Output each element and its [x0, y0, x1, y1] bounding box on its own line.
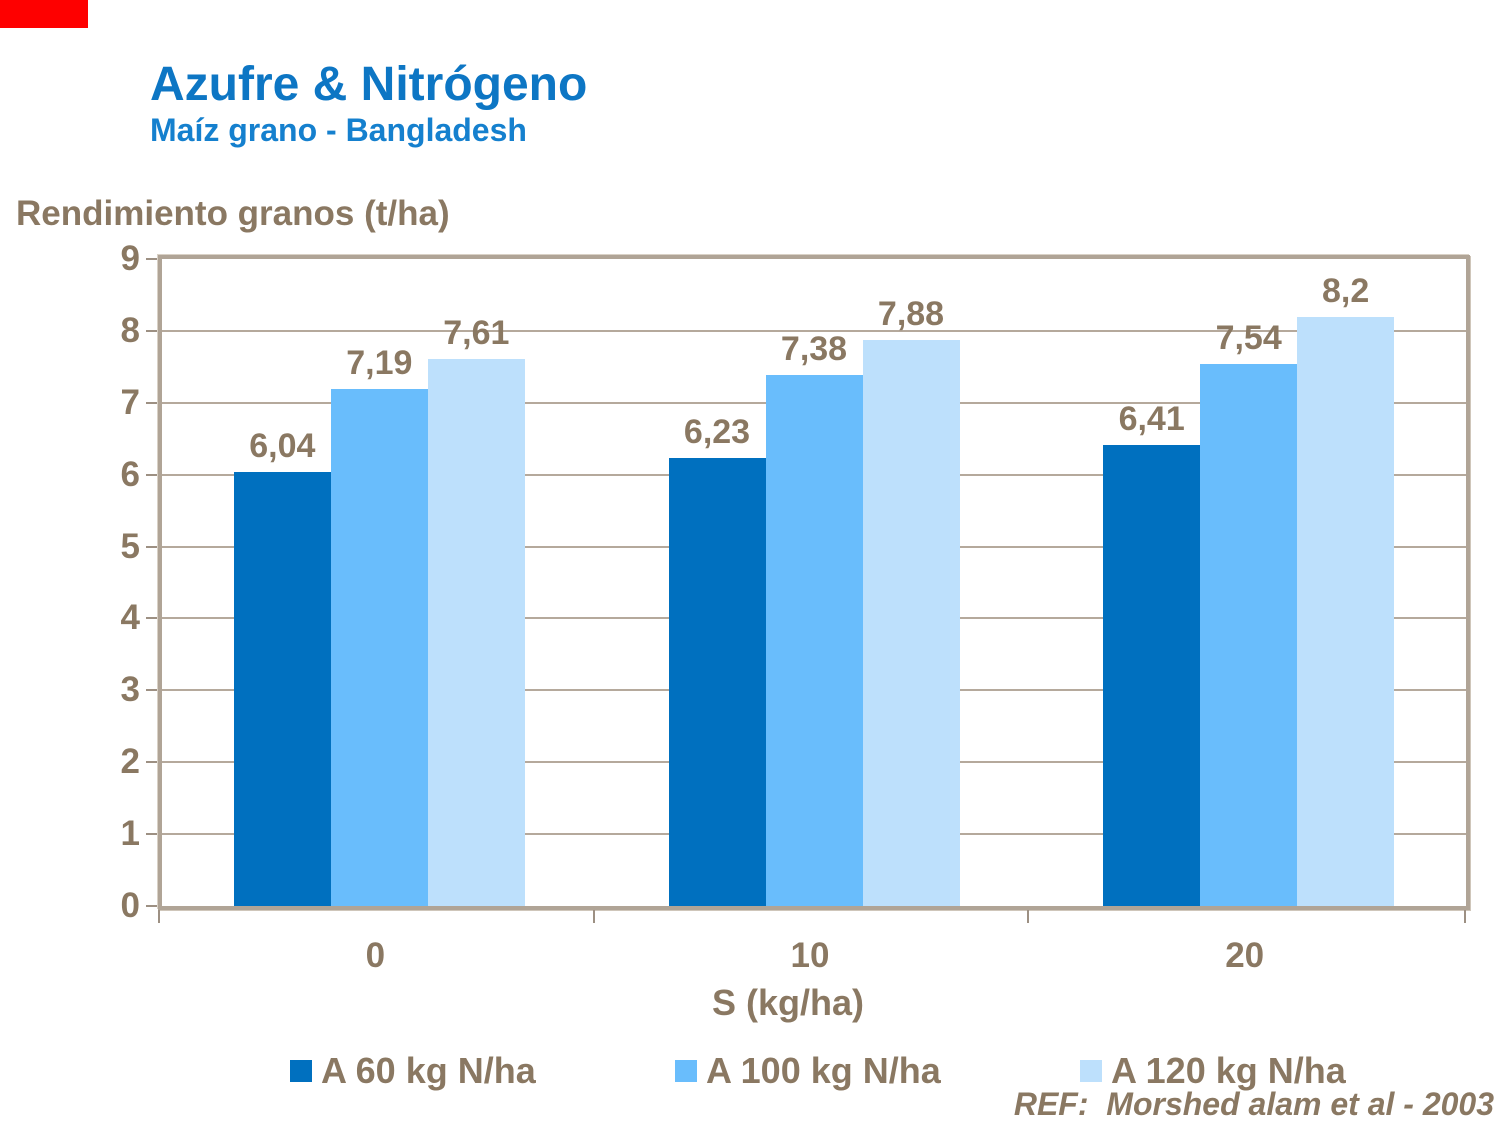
x-category-label-20: 20: [1225, 936, 1265, 975]
bar-value-label: 8,2: [1322, 272, 1370, 310]
legend-item-1: A 60 kg N/ha: [290, 1050, 536, 1092]
bar-series3-cat3: [1297, 317, 1395, 906]
y-tick-8: [146, 329, 158, 332]
x-axis-category-labels: 0 10 20: [158, 936, 1470, 978]
y-tick-label-7: 7: [120, 382, 140, 422]
y-tick-label-6: 6: [120, 454, 140, 494]
legend-item-3: A 120 kg N/ha: [1080, 1050, 1346, 1092]
y-tick-9: [146, 258, 158, 260]
y-tick-0: [146, 905, 158, 907]
y-tick-label-2: 2: [120, 742, 140, 782]
x-category-label-10: 10: [790, 936, 830, 975]
y-axis-tick-labels: 0 1 2 3 4 5 6 7 8 9: [80, 239, 140, 925]
legend-item-2: A 100 kg N/ha: [675, 1050, 941, 1092]
x-axis-title: S (kg/ha): [711, 982, 864, 1023]
y-tick-2: [146, 761, 158, 764]
bar-series2-cat1: [330, 389, 428, 906]
bar-value-label: 7,61: [443, 314, 510, 352]
y-tick-1: [146, 833, 158, 836]
y-tick-label-0: 0: [120, 886, 140, 925]
reference-note: REF: Morshed alam et al - 2003: [1013, 1086, 1494, 1122]
y-tick-label-4: 4: [120, 598, 140, 638]
bar-value-label: 7,19: [346, 344, 413, 382]
bar-value-label: 7,88: [877, 295, 945, 333]
plot-area: 6,04 7,19 7,61 6,23 7,38 7,88 6,41 7,54 8,2: [158, 255, 1470, 910]
x-tick-0: [158, 910, 160, 923]
legend-label: A 120 kg N/ha: [1111, 1050, 1346, 1091]
y-tick-4: [146, 617, 158, 620]
legend-swatch-icon: [675, 1060, 697, 1082]
bar-value-label: 6,23: [683, 413, 751, 451]
y-tick-label-8: 8: [120, 310, 140, 350]
bar-value-label: 6,04: [249, 427, 316, 465]
gridline-8: [162, 329, 1466, 332]
bar-series1-cat1: [233, 472, 331, 906]
y-tick-label-9: 9: [120, 239, 140, 278]
bar-series2-cat3: [1200, 364, 1298, 906]
bar-value-label: 7,38: [780, 330, 848, 368]
y-tick-3: [146, 689, 158, 692]
y-axis-title: Rendimiento granos (t/ha): [16, 194, 450, 233]
legend-label: A 60 kg N/ha: [321, 1050, 536, 1091]
x-category-label-0: 0: [365, 936, 386, 975]
y-tick-label-1: 1: [120, 814, 140, 854]
y-tick-5: [146, 545, 158, 548]
y-tick-label-3: 3: [120, 670, 140, 710]
bar-value-label: 7,54: [1215, 319, 1282, 357]
y-tick-label-5: 5: [120, 526, 140, 566]
bar-value-label: 6,41: [1118, 400, 1185, 438]
y-tick-6: [146, 473, 158, 476]
chart-title: Azufre & Nitrógeno: [150, 58, 588, 111]
bar-series1-cat3: [1103, 445, 1201, 906]
legend-swatch-icon: [290, 1060, 312, 1082]
y-tick-7: [146, 401, 158, 404]
x-tick-1: [593, 910, 595, 923]
x-axis-tick-marks: [158, 910, 1470, 924]
y-axis-tick-marks: [146, 255, 158, 910]
bar-series3-cat2: [862, 340, 960, 906]
bar-series3-cat1: [427, 359, 525, 906]
legend-swatch-icon: [1080, 1060, 1102, 1082]
chart-subtitle: Maíz grano - Bangladesh: [150, 112, 527, 148]
x-tick-2: [1027, 910, 1029, 923]
bar-series1-cat2: [668, 458, 766, 906]
legend-label: A 100 kg N/ha: [706, 1050, 941, 1091]
bar-series2-cat2: [765, 375, 863, 906]
x-tick-3: [1464, 910, 1466, 923]
red-corner-bar: [0, 0, 88, 28]
